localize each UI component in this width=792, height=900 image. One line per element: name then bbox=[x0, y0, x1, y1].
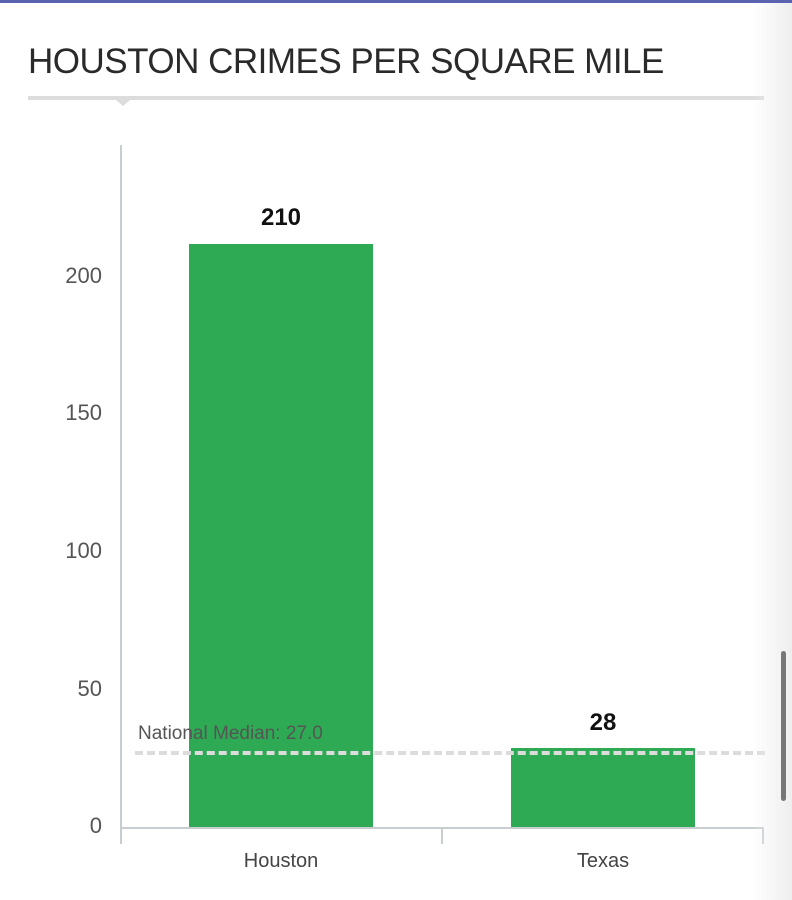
y-axis-line bbox=[120, 145, 122, 828]
x-category-label: Houston bbox=[243, 850, 319, 872]
national-median-label: National Median: 27.0 bbox=[138, 723, 323, 744]
x-axis-tick bbox=[441, 827, 443, 844]
title-divider-notch bbox=[116, 100, 130, 106]
y-tick-label: 150 bbox=[65, 400, 102, 425]
y-tick-label: 50 bbox=[77, 676, 102, 701]
national-median-line bbox=[135, 751, 765, 755]
title-divider bbox=[28, 96, 764, 100]
bar-houston[interactable] bbox=[189, 244, 373, 827]
page-edge-shadow bbox=[752, 3, 792, 900]
bar-value-label: 28 bbox=[589, 709, 617, 736]
x-axis-tick bbox=[120, 827, 122, 844]
x-category-label: Texas bbox=[576, 850, 630, 872]
vertical-scrollbar[interactable] bbox=[781, 651, 786, 801]
y-tick-label: 100 bbox=[65, 538, 102, 563]
chart-title: HOUSTON CRIMES PER SQUARE MILE bbox=[28, 42, 664, 81]
bar-value-label: 210 bbox=[260, 204, 302, 231]
y-tick-label: 0 bbox=[89, 813, 102, 838]
bar-texas[interactable] bbox=[511, 748, 695, 827]
top-accent-bar bbox=[0, 0, 792, 3]
y-tick-label: 200 bbox=[65, 263, 102, 288]
